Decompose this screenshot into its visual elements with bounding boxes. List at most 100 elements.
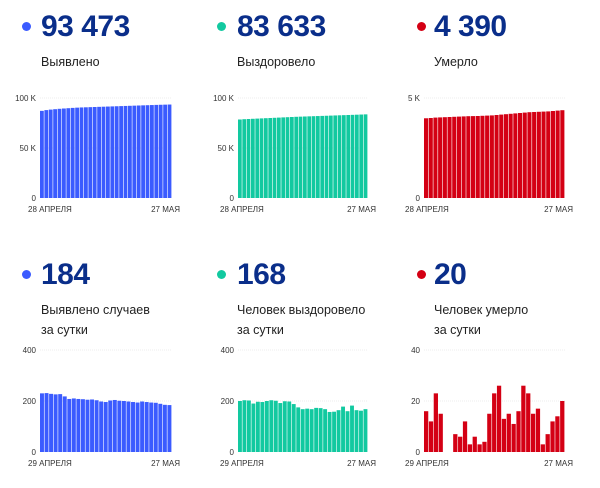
bar [336,410,341,452]
bar [311,116,316,198]
bar [480,115,485,198]
y-tick-label: 50 K [20,144,37,153]
stat-label-line2: за сутки [434,323,481,337]
bar [114,106,119,198]
bar [492,393,497,452]
stat-panel: 184 Выявлено случаев за сутки [0,248,200,488]
bar [99,401,104,452]
stat-panel: 83 633 Выздоровело [200,0,400,240]
x-end-label: 27 МАЯ [544,459,573,468]
bar [307,116,312,198]
bar [154,104,159,198]
bar [70,107,75,198]
bar [123,105,128,198]
y-tick-label: 5 K [408,94,421,103]
x-start-label: 28 АПРЕЛЯ [405,205,449,214]
x-start-label: 28 АПРЕЛЯ [220,205,264,214]
bar [555,110,560,198]
bar [158,403,163,452]
bar [442,117,447,198]
y-tick-label: 100 K [15,94,37,103]
x-start-label: 29 АПРЕЛЯ [28,459,72,468]
bar [560,401,565,452]
bar [447,117,452,198]
x-start-label: 28 АПРЕЛЯ [28,205,72,214]
legend-dot-icon [22,22,31,31]
stat-label-block: Человек умерло за сутки [434,300,528,340]
stat-value: 20 [434,258,467,291]
bar [126,401,131,452]
bar [62,108,66,198]
bar [560,110,565,198]
bar [489,115,494,198]
bar [71,398,76,452]
bar [487,413,492,452]
bar [268,118,273,198]
bar [550,421,555,452]
bar-chart: 0 200 400 29 АПРЕЛЯ 27 МАЯ [23,346,181,468]
legend-dot-icon [417,270,426,279]
bar [521,385,526,452]
bar [485,115,490,198]
bar [462,421,468,452]
bar [53,394,58,452]
bar [296,407,301,452]
bar [477,444,482,452]
bar [117,400,122,452]
bar [540,444,545,452]
bar [536,111,541,198]
bar [135,402,140,452]
stat-label-block: Человек выздоровело за сутки [237,300,365,340]
stat-label-block: Умерло [434,52,478,72]
bar [506,413,511,452]
stat-label: Выявлено [41,55,100,69]
bar [141,105,145,198]
bar [90,399,95,452]
bar [255,401,260,452]
bar [238,401,242,452]
bar [246,400,251,452]
bar [269,400,274,452]
bar [320,115,325,198]
bar [251,118,255,198]
bar [282,401,287,452]
bar [503,114,508,198]
bar-chart: 0 50 K 100 K 28 АПРЕЛЯ 27 МАЯ [15,94,180,214]
y-tick-label: 200 [221,397,235,406]
x-end-label: 27 МАЯ [544,205,573,214]
bar [158,104,163,198]
bar [472,436,477,452]
bar [438,413,443,452]
bar [136,105,141,198]
bar [350,114,355,198]
bar [438,117,443,198]
bar [527,112,532,198]
bar [259,118,264,198]
stat-panel: 168 Человек выздоровело за сутки [200,248,400,488]
bar [242,119,247,198]
bar [53,109,57,198]
bar [112,399,117,452]
bar [119,106,123,198]
y-tick-label: 100 K [213,94,235,103]
stat-label: Выявлено случаев [41,303,150,317]
bar [162,404,167,452]
bar [363,409,368,452]
bar [49,393,54,452]
bar [58,394,63,452]
bar [255,118,260,198]
bar [67,398,72,452]
bar [264,118,268,198]
stat-label: Человек умерло [434,303,529,317]
bar [80,399,85,452]
bar [298,116,303,198]
bar [345,411,350,452]
bar [66,108,71,198]
y-tick-label: 0 [416,194,421,203]
bar [300,409,305,452]
bar [541,111,546,198]
bar [508,113,513,198]
bar [555,416,560,452]
stat-value: 184 [41,258,90,291]
bar [350,405,354,452]
